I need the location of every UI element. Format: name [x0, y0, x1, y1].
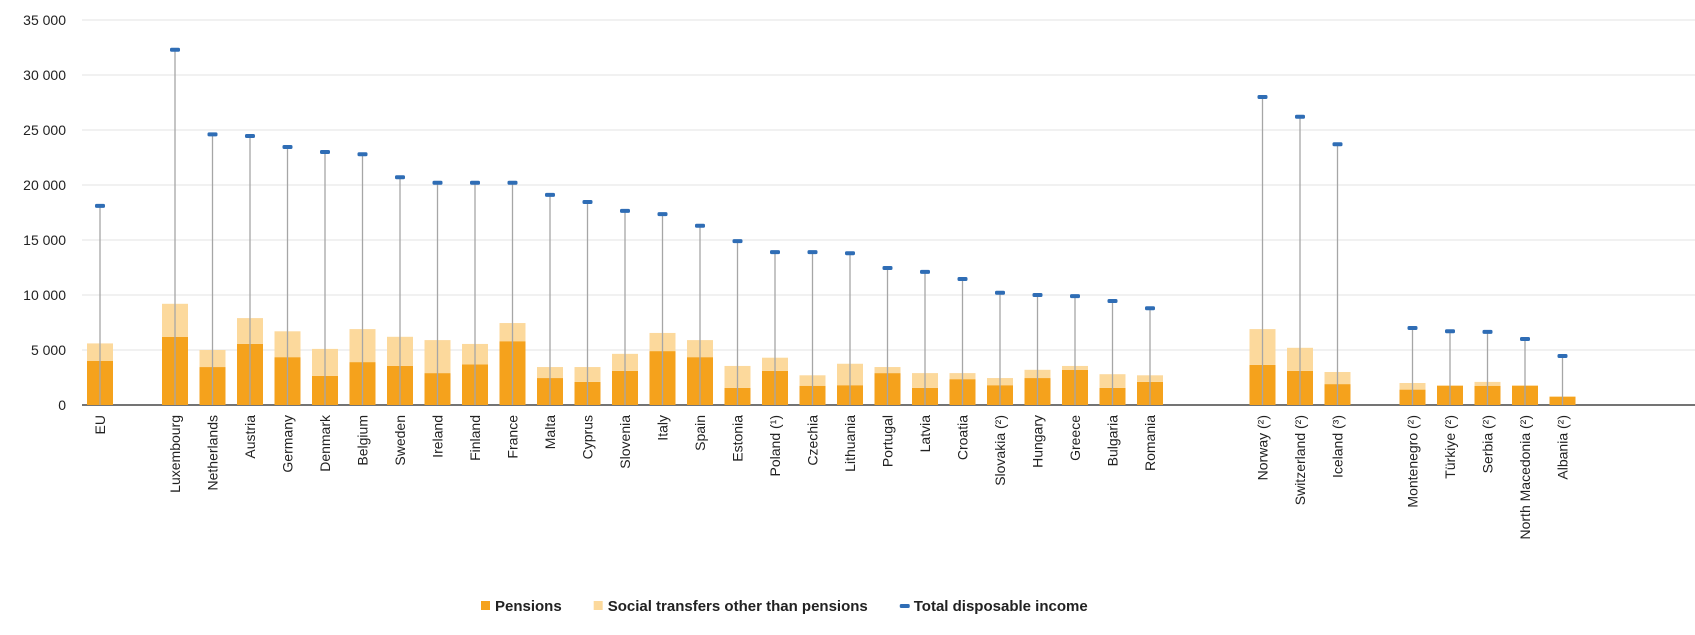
x-tick-label: Denmark: [317, 414, 333, 472]
x-tick-label: Sweden: [392, 415, 408, 466]
total-marker: [1145, 306, 1155, 311]
x-tick-label: Cyprus: [580, 415, 596, 459]
x-tick-label: Belgium: [355, 415, 371, 466]
total-marker: [507, 180, 518, 185]
total-marker: [807, 250, 818, 255]
total-marker: [920, 269, 930, 274]
total-marker: [95, 203, 105, 208]
total-marker: [1295, 114, 1305, 119]
x-tick-label: Hungary: [1030, 415, 1046, 468]
x-tick-label: Romania: [1142, 415, 1158, 471]
total-marker: [882, 266, 893, 271]
total-marker: [1257, 95, 1268, 99]
total-marker: [582, 200, 593, 205]
x-tick-label: Latvia: [917, 415, 933, 453]
x-tick-label: North Macedonia (²): [1517, 415, 1533, 540]
x-tick-label: Ireland: [430, 415, 446, 458]
x-tick-label: Croatia: [955, 415, 971, 460]
x-tick-label: Italy: [655, 415, 671, 441]
y-tick-label: 20 000: [23, 177, 66, 193]
legend-swatch: [481, 601, 490, 610]
x-tick-label: Greece: [1067, 415, 1083, 461]
legend-label: Pensions: [495, 598, 562, 615]
total-marker: [845, 251, 855, 256]
total-marker: [282, 145, 293, 150]
total-marker: [695, 223, 705, 228]
total-marker: [770, 250, 780, 255]
total-marker: [1445, 329, 1455, 334]
x-tick-label: Montenegro (²): [1405, 415, 1421, 508]
total-marker: [170, 47, 180, 52]
y-tick-label: 35 000: [23, 12, 66, 28]
x-tick-label: Estonia: [730, 415, 746, 462]
total-marker: [470, 180, 480, 185]
y-tick-label: 30 000: [23, 67, 66, 83]
x-tick-label: Poland (¹): [767, 415, 783, 476]
total-marker: [957, 277, 968, 282]
y-tick-label: 15 000: [23, 232, 66, 248]
x-tick-label: Germany: [280, 415, 296, 473]
total-marker: [395, 175, 405, 180]
y-tick-label: 5 000: [31, 342, 66, 358]
total-marker: [1482, 329, 1493, 334]
total-marker: [995, 290, 1005, 295]
total-marker: [1032, 293, 1043, 297]
legend-label: Total disposable income: [914, 598, 1088, 615]
total-marker: [357, 152, 368, 157]
x-tick-label: Lithuania: [842, 415, 858, 472]
total-marker: [207, 132, 218, 137]
legend-label: Social transfers other than pensions: [608, 598, 868, 615]
total-marker: [1520, 337, 1530, 341]
x-tick-label: Iceland (³): [1330, 415, 1346, 478]
x-tick-label: Switzerland (²): [1292, 415, 1308, 505]
x-tick-label: Albania (²): [1555, 415, 1571, 480]
legend-swatch: [899, 604, 910, 608]
total-marker: [1557, 354, 1568, 359]
x-tick-label: Spain: [692, 415, 708, 451]
x-tick-label: Slovakia (²): [992, 415, 1008, 486]
total-marker: [1332, 142, 1343, 147]
total-marker: [432, 180, 443, 185]
x-tick-label: Austria: [242, 415, 258, 459]
total-marker: [732, 239, 743, 244]
x-tick-label: Luxembourg: [167, 415, 183, 493]
x-tick-label: Finland: [467, 415, 483, 461]
total-marker: [320, 150, 330, 154]
legend-swatch: [593, 601, 603, 610]
x-tick-label: Netherlands: [205, 415, 221, 491]
total-marker: [1107, 299, 1118, 304]
x-tick-label: Slovenia: [617, 415, 633, 469]
y-tick-label: 25 000: [23, 122, 66, 138]
x-tick-label: Bulgaria: [1105, 415, 1121, 467]
total-marker: [245, 134, 255, 139]
x-tick-label: France: [505, 415, 521, 459]
x-tick-label: Malta: [542, 415, 558, 449]
total-marker: [657, 212, 668, 217]
total-marker: [1070, 294, 1080, 299]
y-tick-label: 10 000: [23, 287, 66, 303]
x-tick-label: Türkiye (²): [1442, 415, 1458, 479]
total-marker: [620, 208, 630, 213]
x-tick-label: Portugal: [880, 415, 896, 467]
total-marker: [545, 192, 555, 197]
x-tick-label: Serbia (²): [1480, 415, 1496, 473]
y-tick-label: 0: [58, 397, 66, 413]
x-tick-label: Czechia: [805, 415, 821, 466]
total-marker: [1407, 326, 1418, 330]
x-tick-label: Norway (²): [1255, 415, 1271, 480]
x-tick-label: EU: [92, 415, 108, 434]
